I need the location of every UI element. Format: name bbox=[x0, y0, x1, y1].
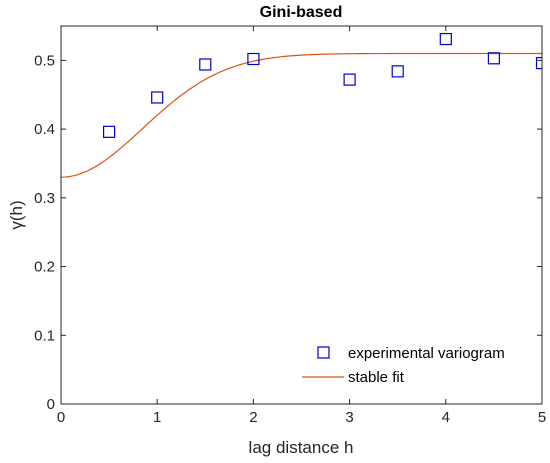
chart-title: Gini-based bbox=[260, 4, 343, 21]
legend: experimental variogram stable fit bbox=[302, 345, 505, 386]
experimental-variogram-point bbox=[487, 52, 500, 65]
x-tick-label: 5 bbox=[538, 409, 546, 426]
x-tick-label: 2 bbox=[249, 409, 257, 426]
x-tick-label: 3 bbox=[345, 409, 353, 426]
experimental-variogram-point bbox=[439, 32, 452, 46]
y-tick-label: 0.5 bbox=[34, 52, 55, 69]
y-tick-label: 0.1 bbox=[34, 327, 55, 344]
legend-label-experimental: experimental variogram bbox=[348, 345, 505, 362]
data-layer bbox=[61, 32, 542, 178]
experimental-variogram-point bbox=[151, 91, 164, 104]
experimental-variogram-point bbox=[102, 125, 116, 138]
legend-marker-experimental bbox=[317, 346, 330, 359]
experimental-variogram-point bbox=[391, 65, 404, 78]
y-tick-label: 0.4 bbox=[34, 121, 55, 138]
experimental-variogram-point bbox=[199, 58, 212, 71]
stable-fit-line bbox=[61, 52, 542, 178]
plot-area bbox=[61, 26, 542, 404]
x-tick-label: 4 bbox=[442, 409, 450, 426]
y-tick-label: 0.2 bbox=[34, 259, 55, 276]
experimental-variogram-point bbox=[247, 52, 260, 66]
tick-layer: 0 1 2 3 4 5 0 0.1 0.2 0.3 0.4 0.5 bbox=[34, 26, 546, 426]
experimental-variogram-point bbox=[343, 73, 356, 86]
y-axis-label: γ(h) bbox=[7, 200, 26, 229]
legend-label-stable-fit: stable fit bbox=[348, 369, 405, 386]
y-tick-label: 0 bbox=[47, 396, 55, 413]
plot-frame bbox=[60, 25, 543, 405]
y-tick-label: 0.3 bbox=[34, 190, 55, 207]
x-axis-label: lag distance h bbox=[249, 438, 354, 457]
x-tick-label: 0 bbox=[57, 409, 65, 426]
x-tick-label: 1 bbox=[153, 409, 161, 426]
experimental-variogram-point bbox=[535, 57, 542, 70]
